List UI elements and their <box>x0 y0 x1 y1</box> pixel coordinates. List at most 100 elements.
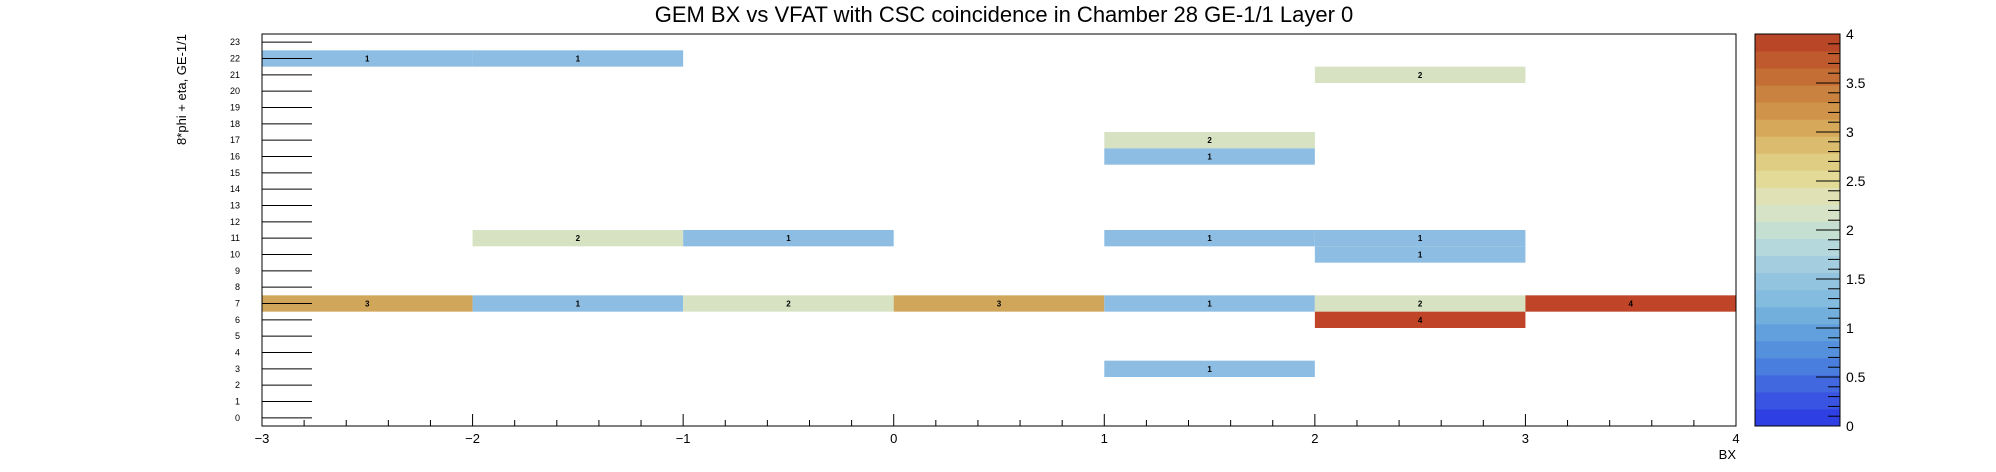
palette-swatch <box>1755 238 1840 257</box>
y-tick-label: 12 <box>230 217 240 227</box>
cell-value-label: 1 <box>786 234 791 243</box>
palette-tick-label: 1 <box>1846 320 1854 336</box>
palette-swatch <box>1755 102 1840 120</box>
color-palette: 0 0.5 1 1.5 2 2.5 3 3.5 4 <box>1754 26 1866 434</box>
y-tick-label: 19 <box>230 103 240 113</box>
x-tick-label: −3 <box>255 431 270 446</box>
cell-value-label: 4 <box>1628 300 1633 309</box>
cell-value-label: 1 <box>576 300 581 309</box>
cell-value-label: 3 <box>365 300 370 309</box>
y-tick-label: 20 <box>230 86 240 96</box>
palette-swatch <box>1755 306 1840 325</box>
palette-swatch <box>1755 323 1840 342</box>
cell-value-label: 2 <box>786 300 791 309</box>
palette-swatch <box>1755 340 1840 359</box>
heatmap-cell <box>262 295 473 312</box>
palette-swatch <box>1755 153 1840 171</box>
x-tick-label: −1 <box>676 431 691 446</box>
y-tick-label: 18 <box>230 119 240 129</box>
cell-value-label: 1 <box>1418 234 1423 243</box>
heatmap-cell <box>1314 230 1526 247</box>
y-tick-label: 3 <box>235 364 240 374</box>
cell-value-label: 3 <box>997 300 1002 309</box>
cell-value-label: 2 <box>576 234 581 243</box>
heatmap-cell <box>683 230 894 247</box>
palette-tick-label: 2.5 <box>1846 173 1866 189</box>
heatmap-cell <box>1104 230 1315 247</box>
palette-swatch <box>1755 187 1840 205</box>
x-tick-label: 2 <box>1311 431 1318 446</box>
cell-value-label: 1 <box>1418 251 1423 260</box>
heatmap-cell <box>683 295 894 312</box>
heatmap-cell <box>1314 311 1526 328</box>
heatmap-cell <box>1104 295 1315 312</box>
heatmap-cell <box>472 295 684 312</box>
heatmap-cell <box>1104 360 1315 377</box>
heatmap-cell <box>1314 66 1526 83</box>
y-tick-label: 11 <box>231 233 240 243</box>
palette-swatch <box>1755 221 1840 240</box>
palette-swatch <box>1755 272 1840 291</box>
x-tick-label: −2 <box>465 431 480 446</box>
palette-swatch <box>1755 289 1840 308</box>
x-tick-label: 1 <box>1101 431 1108 446</box>
cell-value-label: 2 <box>1207 136 1212 145</box>
heatmap-cell <box>472 50 684 67</box>
y-tick-label: 7 <box>235 299 240 309</box>
palette-swatch <box>1755 391 1840 410</box>
palette-swatch <box>1755 374 1840 393</box>
heatmap-cell <box>1314 295 1526 312</box>
y-tick-label: 10 <box>230 250 240 260</box>
palette-swatch <box>1755 34 1840 52</box>
palette-swatch <box>1755 170 1840 188</box>
cell-value-label: 4 <box>1418 316 1423 325</box>
palette-swatch <box>1755 204 1840 222</box>
y-tick-label: 13 <box>230 201 240 211</box>
y-tick-label: 16 <box>230 152 240 162</box>
heatmap-cell <box>1104 148 1315 165</box>
cell-value-label: 1 <box>576 55 581 64</box>
palette-tick-label: 4 <box>1846 26 1854 42</box>
palette-swatch <box>1755 68 1840 86</box>
palette-tick-label: 1.5 <box>1846 271 1866 287</box>
y-tick-label: 23 <box>230 37 240 47</box>
cell-value-label: 1 <box>365 55 370 64</box>
heatmap-cell <box>262 50 473 67</box>
cell-value-label: 1 <box>1207 234 1212 243</box>
y-tick-label: 21 <box>230 70 240 80</box>
palette-swatch <box>1755 51 1840 69</box>
y-tick-label: 5 <box>235 331 240 341</box>
axes: −3 −2 −1 0 1 2 3 401234567891011121314151617181… <box>230 37 1740 446</box>
palette-swatch <box>1755 255 1840 274</box>
palette-swatch <box>1755 357 1840 376</box>
palette-tick-label: 0 <box>1846 418 1854 434</box>
chart-title: GEM BX vs VFAT with CSC coincidence in C… <box>655 2 1354 27</box>
palette-tick-label: 2 <box>1846 222 1854 238</box>
y-tick-label: 2 <box>235 380 240 390</box>
heatmap-cell <box>1525 295 1736 312</box>
plot-frame <box>261 33 1737 427</box>
y-tick-label: 15 <box>230 168 240 178</box>
cell-value-label: 1 <box>1207 365 1212 374</box>
x-tick-label: 4 <box>1732 431 1739 446</box>
y-tick-label: 17 <box>230 135 240 145</box>
palette-tick-label: 3.5 <box>1846 75 1866 91</box>
y-tick-label: 8 <box>235 282 240 292</box>
x-axis-title: BX <box>1719 447 1737 462</box>
y-tick-label: 22 <box>230 54 240 64</box>
heatmap-cell <box>1104 132 1315 149</box>
x-tick-label: 3 <box>1522 431 1529 446</box>
heatmap-cell <box>472 230 684 247</box>
y-tick-label: 0 <box>235 413 240 423</box>
cell-value-label: 2 <box>1418 300 1423 309</box>
heatmap-cells: 1 1 2 2 1 2 1 1 1 1 3 1 2 3 1 2 4 4 1 <box>262 50 1736 377</box>
heatmap-cell <box>1314 246 1526 263</box>
palette-swatch <box>1755 119 1840 137</box>
y-tick-label: 9 <box>235 266 240 276</box>
palette-swatch <box>1755 408 1840 427</box>
heatmap-cell <box>893 295 1105 312</box>
y-tick-label: 14 <box>230 184 240 194</box>
cell-value-label: 1 <box>1207 300 1212 309</box>
y-tick-label: 1 <box>235 397 240 407</box>
